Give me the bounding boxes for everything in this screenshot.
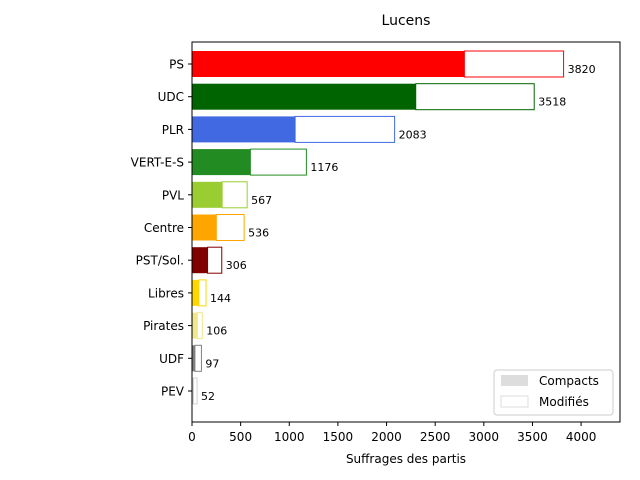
bar-compacts-udf <box>192 345 195 372</box>
data-label-ps: 3820 <box>568 63 596 76</box>
y-tick-label-ps: PS <box>169 58 184 72</box>
data-label-pvl: 567 <box>251 194 272 207</box>
data-label-pst-sol: 306 <box>226 259 247 272</box>
bar-compacts-plr <box>192 116 296 143</box>
bar-compacts-vert-e-s <box>192 149 251 176</box>
chart-title: Lucens <box>382 13 431 29</box>
bar-modifies-pvl <box>221 181 248 209</box>
data-label-vert-e-s: 1176 <box>310 161 338 174</box>
bar-modifies-udc <box>415 83 535 111</box>
bar-compacts-pst-sol <box>192 247 208 274</box>
y-tick-label-libres: Libres <box>148 286 184 300</box>
y-axis: PS UDC PLR VERT-E-S PVL Centre PST/Sol. Libres P… <box>131 58 192 399</box>
bar-compacts-pev <box>192 378 194 404</box>
x-tick-label-2500: 2500 <box>420 430 451 444</box>
x-axis-label: Suffrages des partis <box>346 452 466 466</box>
y-tick-label-udf: UDF <box>159 352 184 366</box>
bar-modifies-centre <box>215 214 245 241</box>
plot-frame <box>191 41 621 423</box>
y-tick-label-pvl: PVL <box>162 188 184 202</box>
bar-modifies-pirates <box>196 312 203 340</box>
bar-compacts-libres <box>192 279 199 306</box>
plot-area: 3820 3518 2083 1176 567 536 306 144 106 97 52 <box>192 50 596 405</box>
y-tick-label-vert-e-s: VERT-E-S <box>131 156 184 170</box>
data-label-centre: 536 <box>248 227 269 240</box>
bar-modifies-pev <box>192 377 198 405</box>
x-tick-label-1000: 1000 <box>274 430 305 444</box>
x-tick-label-3000: 3000 <box>469 430 500 444</box>
data-label-libres: 144 <box>210 292 231 305</box>
x-tick-label-0: 0 <box>188 430 196 444</box>
data-label-pev: 52 <box>201 390 215 403</box>
bar-compacts-pvl <box>192 181 223 208</box>
y-tick-label-pev: PEV <box>161 385 185 399</box>
data-label-plr: 2083 <box>399 128 427 141</box>
data-label-udf: 97 <box>205 357 219 370</box>
bar-modifies-vert-e-s <box>249 148 307 176</box>
legend-swatch-compacts <box>501 375 528 386</box>
x-tick-label-4000: 4000 <box>566 430 597 444</box>
bar-compacts-centre <box>192 214 217 241</box>
bar-modifies-libres <box>198 279 207 307</box>
legend-label-modifies: Modifiés <box>539 395 589 409</box>
data-label-udc: 3518 <box>538 96 566 109</box>
bar-modifies-ps <box>463 50 565 78</box>
bar-compacts-pirates <box>192 312 198 339</box>
data-label-pirates: 106 <box>206 325 227 338</box>
bar-modifies-udf <box>194 344 202 372</box>
legend: Compacts Modifiés <box>493 369 614 416</box>
bar-modifies-plr <box>294 115 396 143</box>
y-tick-label-plr: PLR <box>162 123 184 137</box>
y-tick-label-centre: Centre <box>144 221 184 235</box>
bar-modifies-pst-sol <box>207 246 223 274</box>
legend-label-compacts: Compacts <box>539 374 599 388</box>
y-tick-label-pirates: Pirates <box>143 319 184 333</box>
x-tick-label-2000: 2000 <box>371 430 402 444</box>
x-tick-label-500: 500 <box>229 430 252 444</box>
y-tick-label-udc: UDC <box>158 90 184 104</box>
bar-compacts-ps <box>192 51 465 77</box>
x-axis: 0 500 1000 1500 2000 2500 3000 3500 4000 <box>188 422 596 444</box>
x-tick-label-3500: 3500 <box>517 430 548 444</box>
y-tick-label-pst-sol: PST/Sol. <box>136 254 184 268</box>
bar-compacts-udc <box>192 83 416 110</box>
legend-swatch-modifies <box>500 395 529 408</box>
x-tick-label-1500: 1500 <box>323 430 354 444</box>
